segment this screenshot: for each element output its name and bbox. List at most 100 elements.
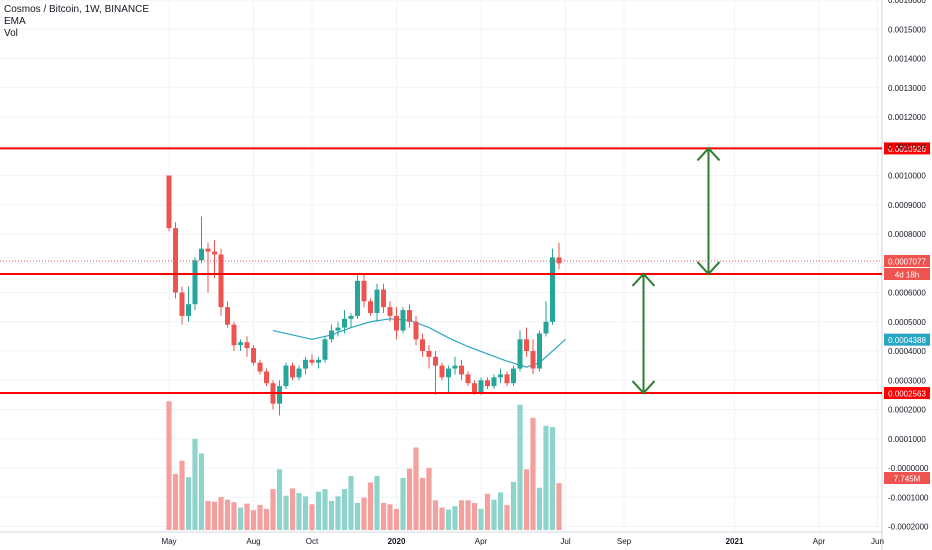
candle-body: [166, 175, 172, 229]
volume-bar: [211, 501, 218, 530]
volume-indicator-label[interactable]: Vol: [4, 28, 18, 39]
candle-body: [264, 371, 269, 384]
double-arrow[interactable]: [696, 146, 721, 276]
candle-body: [543, 321, 549, 334]
candle-body: [283, 365, 289, 387]
price-axis[interactable]: 0.0016000 0.0015000 0.0014000 0.0013000 0.00…: [888, 0, 929, 532]
candle-body: [472, 383, 477, 392]
volume-bar: [270, 489, 276, 530]
value-badge: [884, 333, 930, 346]
candle-body: [524, 339, 529, 351]
candle-body: [452, 365, 458, 369]
candle-body: [303, 359, 308, 369]
price-axis-label: 0.0001000: [888, 435, 926, 444]
volume-bar: [445, 509, 452, 530]
price-axis-label: 0.0006000: [888, 289, 926, 298]
volume-bar: [517, 404, 523, 530]
candle-body: [290, 365, 295, 378]
volume-bar: [224, 499, 231, 530]
volume-bar: [289, 488, 296, 530]
volume-bar: [315, 491, 322, 530]
candle-body: [212, 251, 217, 255]
time-axis-label: 2020: [388, 537, 406, 546]
volume-bar: [179, 460, 185, 530]
volume-bar: [536, 487, 543, 530]
candle-body: [433, 356, 438, 366]
volume-bar: [497, 492, 504, 530]
candle-body: [407, 310, 412, 322]
price-axis-label: 0.0003000: [888, 376, 926, 385]
candle-body: [342, 318, 347, 328]
candle-body: [459, 365, 464, 375]
price-axis-label: 0.0014000: [888, 55, 926, 64]
candle-body: [251, 348, 256, 363]
volume-bar: [426, 467, 432, 530]
price-axis-label: 0.0011000: [888, 142, 926, 151]
price-axis-label: -0.0001000: [888, 493, 929, 502]
volume-bar: [432, 500, 439, 530]
volume-bar: [231, 502, 237, 530]
volume-bar: [393, 508, 400, 530]
candle-body: [530, 351, 536, 369]
symbol-title[interactable]: Cosmos / Bitcoin, 1W, BINANCE: [4, 4, 150, 15]
volume-bar: [276, 469, 283, 530]
price-axis-label: 0.0010000: [888, 172, 926, 181]
candle-body: [511, 368, 516, 384]
volume-bar: [218, 497, 224, 530]
price-axis-label: -0.0000000: [888, 464, 929, 473]
candle-body: [225, 307, 230, 325]
volume-bar: [192, 438, 198, 530]
arrow-head-up: [631, 272, 656, 287]
volume-bar: [504, 504, 510, 530]
time-axis[interactable]: MayAugOct2020AprJulSep2021AprJunSep: [161, 537, 932, 546]
candle-body: [504, 374, 510, 384]
candle-body: [277, 386, 282, 404]
candle-body: [355, 280, 360, 316]
value-badge: [884, 254, 930, 267]
arrow-head-down: [696, 261, 721, 276]
price-axis-label: 0.0015000: [888, 25, 926, 34]
volume-bar: [172, 473, 179, 530]
candle-body: [485, 380, 490, 387]
ema-indicator-label[interactable]: EMA: [4, 16, 26, 27]
time-axis-label: Apr: [813, 537, 826, 546]
volume-bar: [263, 508, 270, 530]
candle-body: [316, 359, 321, 363]
volume-bar: [166, 401, 172, 530]
candle-body: [465, 374, 471, 384]
time-axis-label: Oct: [306, 537, 319, 546]
volume-bar: [244, 503, 250, 530]
volume-bar: [296, 493, 302, 530]
volume-bar: [458, 500, 465, 530]
volume-bar: [413, 447, 419, 530]
volume-bar: [341, 489, 348, 530]
candle-body: [238, 342, 243, 346]
level-price-badge: [884, 387, 930, 400]
volume-bar: [400, 477, 406, 530]
candle-body: [413, 321, 419, 340]
candlestick-series: [166, 175, 562, 416]
candle-body: [361, 280, 367, 302]
candle-body: [387, 307, 393, 316]
countdown-label: 4d 18h: [895, 270, 919, 279]
candle-body: [257, 362, 263, 372]
time-axis-label: Aug: [246, 537, 260, 546]
candle-body: [186, 304, 191, 316]
volume-bar: [361, 497, 367, 530]
candle-body: [192, 260, 198, 305]
volume-bar: [478, 508, 484, 530]
volume-bar: [367, 482, 374, 530]
volume-bar: [439, 507, 445, 530]
candle-body: [173, 228, 178, 293]
volume-bar: [543, 425, 549, 530]
candle-body: [309, 359, 315, 363]
double-arrow[interactable]: [631, 272, 656, 395]
target-arrows[interactable]: [631, 146, 721, 395]
volume-bar: [328, 500, 335, 530]
price-axis-label: 0.0008000: [888, 230, 926, 239]
candle-body: [296, 368, 302, 378]
time-axis-label: May: [161, 537, 176, 546]
